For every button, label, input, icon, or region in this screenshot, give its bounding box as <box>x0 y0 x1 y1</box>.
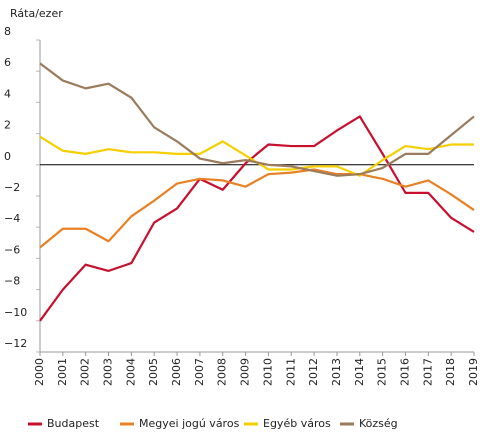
x-tick-label: 2011 <box>284 358 297 386</box>
x-tick-label: 2005 <box>147 358 160 386</box>
x-tick-label: 2006 <box>170 358 183 386</box>
x-tick-label: 2017 <box>421 358 434 386</box>
y-tick-label: −2 <box>4 181 20 194</box>
x-tick-label: 2009 <box>239 358 252 386</box>
x-tick-label: 2001 <box>56 358 69 386</box>
x-tick-label: 2002 <box>79 358 92 386</box>
y-tick-label: 6 <box>4 56 11 69</box>
x-tick-label: 2014 <box>353 358 366 386</box>
y-tick-label: −6 <box>4 243 20 256</box>
y-tick-label: 2 <box>4 119 11 132</box>
y-tick-label: −10 <box>4 306 27 319</box>
x-tick-label: 2016 <box>398 358 411 386</box>
x-tick-label: 2013 <box>330 358 343 386</box>
x-tick-label: 2012 <box>307 358 320 386</box>
series-line <box>39 62 475 177</box>
x-tick-label: 2000 <box>33 358 46 386</box>
x-tick-label: 2008 <box>216 358 229 386</box>
y-tick-label: −8 <box>4 275 20 288</box>
x-tick-label: 2010 <box>261 358 274 386</box>
y-tick-label: 8 <box>4 25 11 38</box>
series-line <box>39 135 474 177</box>
legend-label: Megyei jogú város <box>139 417 240 430</box>
x-tick-label: 2018 <box>444 358 457 386</box>
y-tick-label: 0 <box>4 150 11 163</box>
x-tick-label: 2007 <box>193 358 206 386</box>
legend-label: Község <box>359 417 398 430</box>
x-tick-label: 2015 <box>376 358 389 386</box>
y-tick-label: 4 <box>4 87 11 100</box>
y-axis-label: Ráta/ezer <box>10 7 63 20</box>
y-tick-label: −4 <box>4 212 20 225</box>
series-line <box>39 168 475 249</box>
legend-label: Egyéb város <box>263 417 331 430</box>
y-tick-label: −12 <box>4 337 27 350</box>
legend-label: Budapest <box>47 417 100 430</box>
x-tick-label: 2019 <box>467 358 480 386</box>
x-tick-label: 2003 <box>102 358 115 386</box>
x-tick-label: 2004 <box>124 358 137 386</box>
